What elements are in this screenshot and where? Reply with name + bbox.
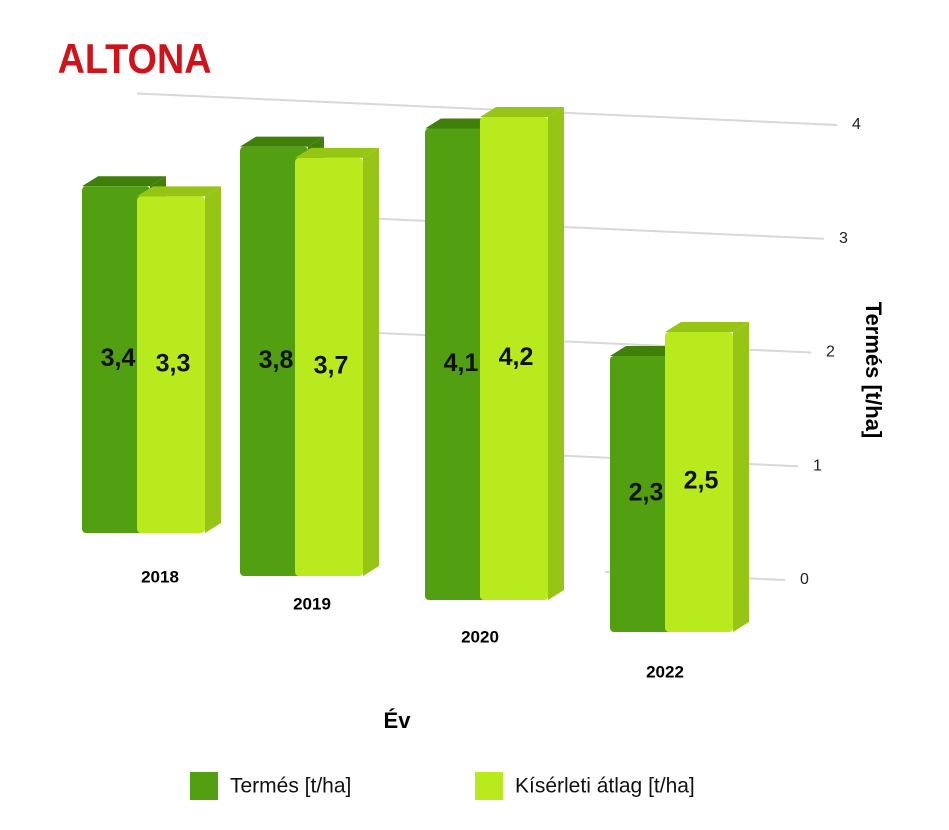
y-tick-label: 3 xyxy=(839,230,848,247)
bar-face xyxy=(480,117,548,600)
bar xyxy=(480,107,564,600)
legend-swatch xyxy=(190,772,218,800)
value-label: 2,3 xyxy=(629,479,664,507)
value-label: 4,2 xyxy=(499,343,534,371)
x-tick-label: 2018 xyxy=(141,567,179,586)
bar-face xyxy=(137,186,221,197)
bar-face xyxy=(733,322,749,632)
bar-face xyxy=(665,322,749,332)
bar-face xyxy=(425,128,493,600)
value-label: 3,4 xyxy=(101,344,136,372)
bar xyxy=(665,322,749,632)
bar-face xyxy=(205,186,221,533)
bar-face xyxy=(295,157,363,576)
y-tick-label: 2 xyxy=(826,344,835,361)
y-tick-label: 4 xyxy=(852,116,861,133)
y-tick-label: 1 xyxy=(813,457,822,474)
y-tick-label: 0 xyxy=(800,571,809,588)
bar-face xyxy=(240,136,324,147)
x-tick-label: 2020 xyxy=(461,627,499,646)
bar-face xyxy=(480,107,564,117)
bar-face xyxy=(137,196,205,533)
grid-line xyxy=(136,92,838,126)
x-tick-label: 2022 xyxy=(646,662,684,681)
bar-face xyxy=(665,332,733,632)
bar-face xyxy=(295,147,379,158)
legend-swatch xyxy=(475,772,503,800)
bar xyxy=(137,186,221,533)
bar-face xyxy=(82,176,166,187)
bar-face xyxy=(548,107,564,600)
legend-label: Kísérleti átlag [t/ha] xyxy=(515,775,695,798)
value-label: 4,1 xyxy=(444,349,479,377)
y-axis-label: Termés [t/ha] xyxy=(861,302,886,439)
value-label: 3,7 xyxy=(314,352,349,380)
bar-face xyxy=(363,147,379,576)
value-label: 3,8 xyxy=(259,346,294,374)
bar-face xyxy=(610,356,678,632)
value-label: 2,5 xyxy=(684,467,719,495)
bar-face xyxy=(82,186,150,533)
legend-label: Termés [t/ha] xyxy=(230,775,351,798)
x-axis-label: Év xyxy=(384,708,412,733)
value-label: 3,3 xyxy=(156,349,191,377)
bar xyxy=(295,147,379,576)
bar-face xyxy=(240,146,308,576)
chart-title: ALTONA xyxy=(58,36,212,82)
x-tick-label: 2019 xyxy=(293,594,331,613)
